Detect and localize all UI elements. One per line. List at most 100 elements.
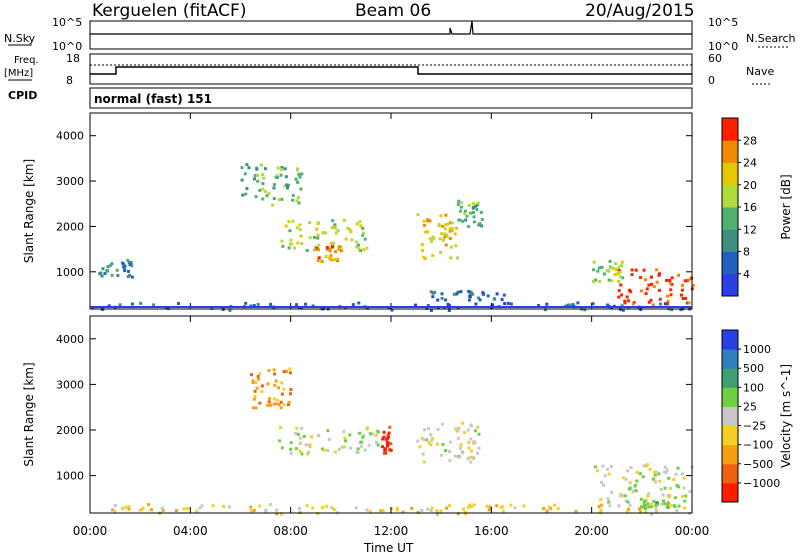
heatmap-cell [287, 246, 291, 250]
heatmap-cell [294, 447, 298, 451]
heatmap-cell [423, 223, 426, 227]
heatmap-cell [420, 508, 424, 512]
colorbar-segment [722, 330, 738, 350]
heatmap-cell [368, 432, 372, 436]
heatmap-cell [275, 174, 279, 177]
heatmap-cell [349, 230, 353, 234]
heatmap-cell [387, 435, 390, 439]
heatmap-cell [254, 406, 258, 410]
heatmap-cell [663, 486, 667, 490]
colorbar-tick-label: −500 [743, 458, 773, 471]
heatmap-cell [337, 448, 341, 451]
heatmap-cell [363, 448, 367, 452]
heatmap-cell [461, 421, 464, 425]
heatmap-cell [670, 276, 674, 280]
heatmap-cell [456, 290, 460, 294]
heatmap-cell [623, 299, 627, 303]
heatmap-cell [286, 186, 289, 190]
heatmap-cell [355, 222, 359, 226]
heatmap-cell [619, 275, 622, 279]
heatmap-cell [635, 470, 639, 474]
heatmap-cell [302, 434, 306, 438]
heatmap-cell [440, 453, 444, 457]
heatmap-cell [449, 245, 453, 249]
heatmap-cell [331, 258, 335, 262]
heatmap-cell [634, 489, 638, 493]
heatmap-cell [343, 436, 347, 440]
heatmap-cell [423, 257, 427, 261]
heatmap-cell [672, 478, 676, 481]
heatmap-cell [115, 268, 119, 272]
heatmap-cell [366, 426, 370, 430]
heatmap-cell [548, 505, 551, 509]
heatmap-cell [388, 448, 392, 452]
heatmap-cell [667, 476, 671, 480]
colorbar-segment [722, 444, 738, 465]
heatmap-cell [325, 246, 329, 249]
heatmap-cell [592, 260, 596, 264]
heatmap-cell [479, 210, 483, 214]
heatmap-cell [440, 232, 444, 236]
heatmap-cell [260, 384, 264, 388]
heatmap-cell [287, 401, 291, 404]
heatmap-cell [329, 241, 333, 245]
heatmap-cell [627, 507, 630, 511]
heatmap-cell [361, 226, 365, 230]
heatmap-cell [365, 508, 369, 512]
heatmap-cell [500, 298, 504, 302]
heatmap-cell [650, 275, 653, 279]
heatmap-cell [258, 188, 262, 192]
heatmap-cell [687, 301, 691, 305]
heatmap-cell [594, 278, 598, 282]
heatmap-cell [420, 243, 424, 247]
heatmap-cell [474, 204, 477, 208]
heatmap-cell [255, 167, 259, 171]
cpid-value: normal (fast) 151 [94, 92, 212, 106]
heatmap-cell [487, 508, 491, 512]
heatmap-cell [313, 248, 316, 252]
heatmap-cell [665, 278, 669, 282]
heatmap-cell [328, 249, 332, 253]
heatmap-cell [357, 247, 361, 251]
heatmap-cell [387, 431, 391, 435]
heatmap-cell [253, 395, 257, 399]
heatmap-cell [495, 292, 499, 296]
heatmap-cell [299, 187, 303, 191]
heatmap-cell [160, 506, 164, 510]
heatmap-cell [362, 248, 366, 252]
heatmap-cell [342, 445, 346, 449]
colorbar-tick-label: 16 [743, 201, 757, 214]
heatmap-cell [650, 513, 654, 516]
heatmap-cell [275, 508, 279, 512]
heatmap-cell [629, 466, 633, 469]
heatmap-cell [298, 436, 302, 440]
heatmap-cell [439, 509, 443, 513]
colorbar-tick-label: 20 [743, 179, 757, 192]
heatmap-cell [317, 256, 321, 260]
heatmap-cell [344, 439, 348, 443]
heatmap-cell [103, 272, 107, 275]
freq-tick-low: 8 [66, 74, 73, 87]
heatmap-cell [677, 504, 681, 508]
heatmap-cell [321, 506, 325, 509]
heatmap-cell [469, 460, 473, 464]
heatmap-cell [361, 435, 365, 439]
heatmap-cell [443, 232, 447, 236]
heatmap-cell [453, 454, 457, 458]
heatmap-cell [617, 280, 621, 283]
heatmap-cell [457, 199, 461, 203]
heatmap-cell [258, 504, 262, 508]
heatmap-cell [448, 229, 452, 233]
heatmap-cell [522, 504, 526, 508]
heatmap-cell [597, 266, 601, 270]
heatmap-cell [473, 429, 477, 433]
heatmap-cell [477, 432, 481, 436]
heatmap-cell [282, 370, 286, 374]
heatmap-cell [451, 229, 455, 232]
heatmap-cell [320, 260, 324, 263]
heatmap-cell [113, 504, 117, 507]
heatmap-cell [336, 229, 340, 232]
heatmap-cell [472, 503, 476, 507]
heatmap-cell [613, 273, 617, 277]
heatmap-cell [620, 293, 624, 297]
